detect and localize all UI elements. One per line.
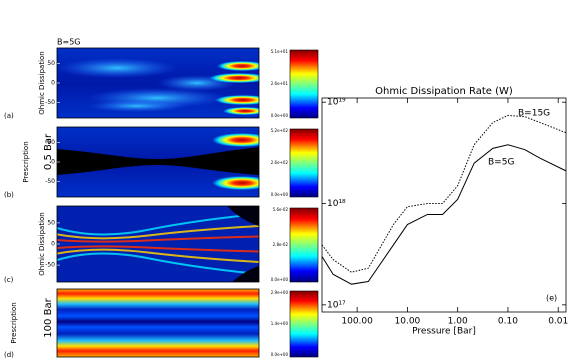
panel-y-label: Ohmic Dissipation bbox=[38, 51, 46, 115]
colorbar-label: 1.4e+00 bbox=[271, 321, 289, 326]
heatmap-dark bbox=[57, 147, 259, 175]
y-tick-label: 10¹⁷ bbox=[327, 300, 346, 310]
y-tick-label: 0 bbox=[51, 80, 55, 87]
colorbar bbox=[289, 207, 319, 283]
y-tick-label: 0 bbox=[51, 241, 55, 248]
colorbar-label: 5.6e-02 bbox=[273, 207, 289, 212]
heatmap bbox=[57, 206, 259, 282]
colorbar-label: 0.0e+00 bbox=[271, 113, 289, 118]
group-label: 100 Bar bbox=[43, 297, 54, 337]
x-tick-label: 0.10 bbox=[498, 317, 518, 327]
panel-y-label: Prescription bbox=[22, 141, 30, 182]
heatmap bbox=[57, 48, 259, 118]
series-label: B=15G bbox=[518, 109, 550, 119]
y-tick-label: 10¹⁸ bbox=[327, 199, 346, 209]
heatmap-streak bbox=[57, 252, 259, 275]
y-tick-label: 50 bbox=[47, 139, 55, 146]
colorbar-label: 2.9e+00 bbox=[271, 290, 289, 295]
heatmap-glow bbox=[57, 58, 177, 78]
colorbar-label: 2.6e+01 bbox=[271, 81, 289, 86]
panel-y-label: Ohmic Dissipation bbox=[38, 212, 46, 276]
colorbar-label: 5.2e+02 bbox=[271, 128, 289, 133]
line-series bbox=[321, 144, 567, 285]
heatmap-glow bbox=[87, 100, 187, 112]
panel-letter: (d) bbox=[4, 351, 14, 359]
series-label: B=5G bbox=[488, 158, 514, 168]
heatmap-bg bbox=[57, 289, 259, 357]
panel-y-label: Prescription bbox=[10, 302, 18, 343]
heatmap-streak bbox=[57, 213, 259, 236]
x-tick-label: 100.00 bbox=[341, 317, 373, 327]
heatmap-blob bbox=[209, 73, 259, 83]
heatmap-streak bbox=[57, 225, 259, 240]
plot-frame bbox=[321, 97, 567, 313]
panel-letter: (b) bbox=[4, 191, 14, 199]
heatmap-blob bbox=[223, 107, 259, 115]
panel-letter: (e) bbox=[546, 294, 557, 303]
colorbar-label: 0.0e+00 bbox=[271, 192, 289, 197]
y-tick-label: 0 bbox=[51, 159, 55, 166]
colorbar-label: 2.8e-02 bbox=[273, 242, 289, 247]
heatmap-streak bbox=[57, 235, 259, 243]
y-tick-label: 50 bbox=[47, 60, 55, 67]
colorbar-label: 5.1e+01 bbox=[271, 49, 289, 54]
x-tick-label: 1.00 bbox=[448, 317, 468, 327]
heatmap bbox=[57, 127, 259, 197]
group-label: 0.5 Bar bbox=[43, 133, 54, 170]
panel-letter: (a) bbox=[4, 112, 14, 120]
x-tick-label: 10.00 bbox=[395, 317, 421, 327]
colorbar bbox=[289, 49, 319, 119]
y-tick-label: -50 bbox=[45, 262, 55, 269]
y-tick-label: -50 bbox=[45, 178, 55, 185]
figure-header: B=5G bbox=[57, 38, 80, 47]
heatmap-frame bbox=[56, 288, 260, 358]
line-series bbox=[321, 114, 567, 273]
heatmap bbox=[57, 289, 259, 357]
panel-letter: (c) bbox=[4, 276, 14, 284]
x-tick-label: 0.01 bbox=[548, 317, 568, 327]
heatmap-blob bbox=[215, 95, 259, 105]
heatmap-blob bbox=[212, 176, 259, 190]
heatmap-streak bbox=[57, 245, 259, 253]
colorbar bbox=[289, 290, 319, 358]
x-axis-label: Pressure [Bar] bbox=[412, 327, 476, 337]
heatmap-dark bbox=[227, 206, 259, 282]
colorbar-label: 0.0e+00 bbox=[271, 277, 289, 282]
colorbar bbox=[289, 128, 319, 198]
y-tick-label: 10¹⁹ bbox=[327, 98, 346, 108]
colorbar-label: 2.6e+02 bbox=[271, 160, 289, 165]
heatmap-streak bbox=[57, 248, 259, 263]
chart-title: Ohmic Dissipation Rate (W) bbox=[375, 86, 513, 97]
y-tick-label: -50 bbox=[45, 99, 55, 106]
heatmap-blob bbox=[212, 133, 259, 147]
y-tick-label: 50 bbox=[47, 219, 55, 226]
heatmap-blob bbox=[217, 61, 259, 71]
colorbar-label: 0.0e+00 bbox=[271, 352, 289, 357]
